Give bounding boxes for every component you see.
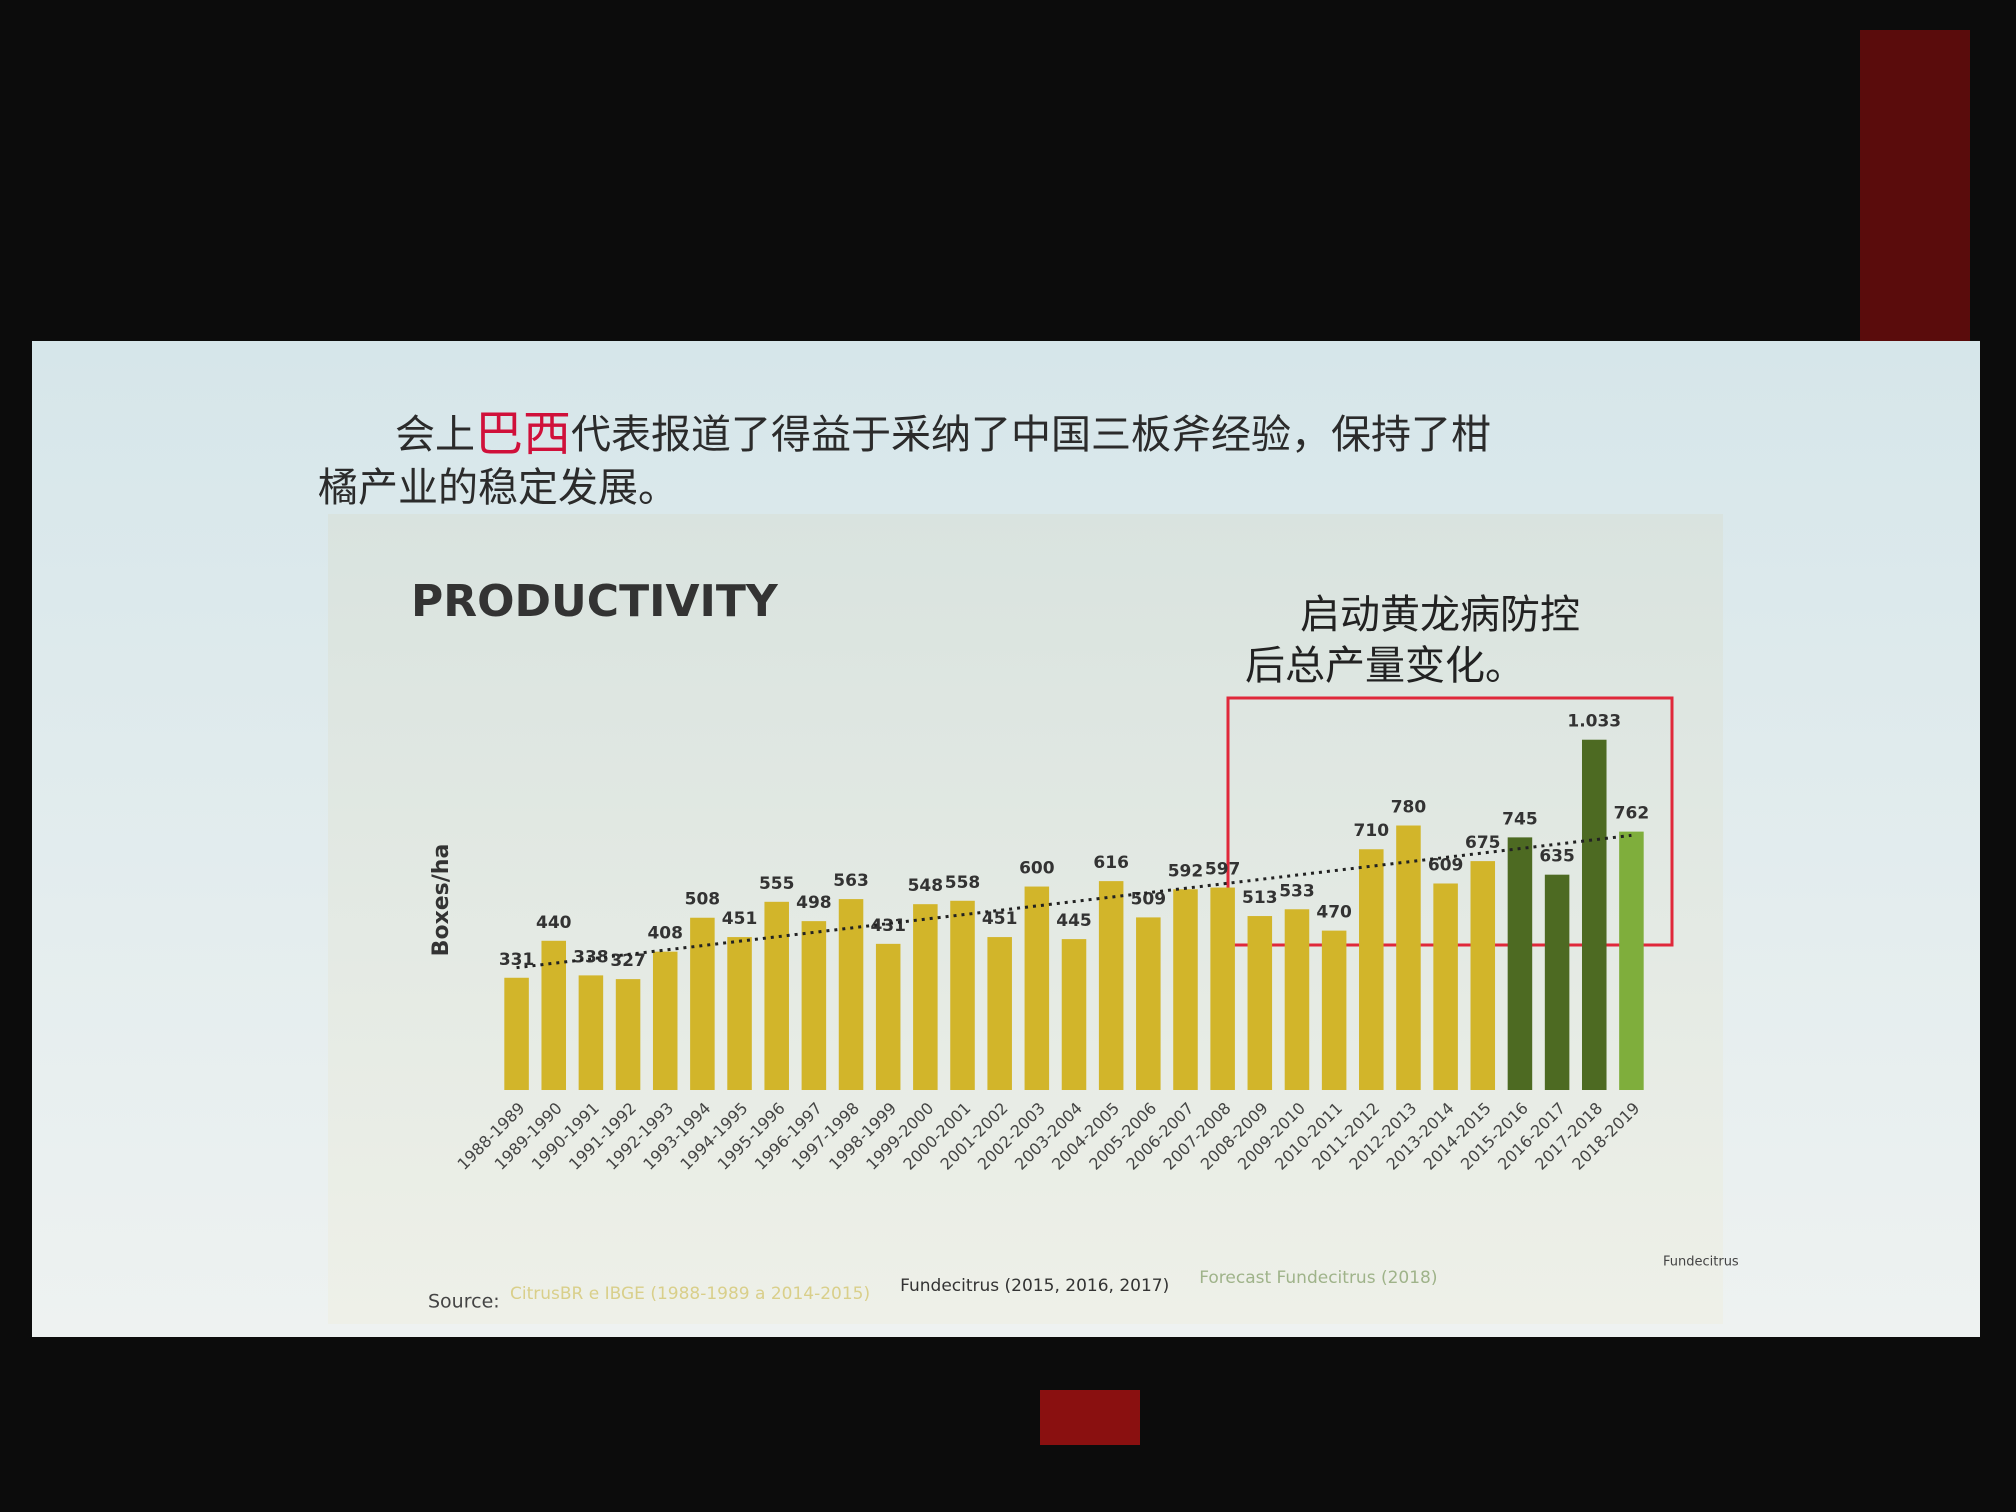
data-label: 451 [722,909,758,929]
bar [504,977,529,1090]
bar [1210,887,1235,1090]
data-label: 780 [1391,798,1427,818]
logo: Fundecitrus [1663,1255,1739,1270]
bar [541,940,567,1090]
bar [1136,917,1161,1090]
bar [1173,889,1198,1090]
trend-line [516,833,1632,970]
source-item: CitrusBR e IBGE (1988-1989 a 2014-2015) [510,1284,870,1304]
bar [913,904,938,1090]
data-label: 431 [870,916,906,936]
data-label: 498 [796,893,832,913]
data-label: 548 [908,876,944,896]
bar [690,917,715,1090]
bar [1619,831,1644,1090]
data-label: 563 [833,871,869,891]
curtain [1860,30,1970,350]
data-label: 470 [1316,903,1352,923]
source-item: Forecast Fundecitrus (2018) [1199,1268,1437,1288]
bar [801,921,827,1090]
header-prefix: 会上 [395,412,475,458]
y-axis-label: Boxes/ha [429,844,454,957]
bar [1098,881,1124,1090]
bar [987,937,1012,1090]
data-label: 597 [1205,860,1241,880]
data-label: 558 [945,873,981,893]
data-label: 592 [1168,861,1204,881]
data-label: 555 [759,874,795,894]
data-label: 675 [1465,833,1501,853]
bar [1396,825,1421,1090]
bar [1284,909,1310,1090]
data-label: 609 [1428,855,1464,875]
bar [1061,939,1087,1090]
data-label: 635 [1539,847,1575,867]
source-item: Fundecitrus (2015, 2016, 2017) [900,1276,1169,1296]
chart-title: PRODUCTIVITY [411,576,779,627]
bar [1470,861,1496,1090]
data-label: 508 [685,890,721,910]
bar [1024,886,1050,1090]
data-label: 710 [1354,821,1390,841]
data-label: 445 [1056,911,1092,931]
data-label: 338 [573,947,609,967]
bar [1321,930,1347,1090]
source-label: Source: [428,1291,500,1313]
bar [1581,739,1607,1090]
bar [838,899,864,1090]
data-label: 762 [1614,804,1650,824]
data-label: 513 [1242,888,1278,908]
bar [875,943,901,1090]
bar [652,951,678,1090]
data-label: 408 [647,924,683,944]
annotation-line: 后总产量变化。 [1245,643,1525,689]
data-label: 533 [1279,881,1315,901]
header-text: 会上巴西代表报道了得益于采纳了中国三板斧经验，保持了柑 [395,406,1491,462]
bar [1507,837,1533,1090]
bar [950,900,975,1090]
data-label: 616 [1093,853,1129,873]
data-label: 327 [610,951,646,971]
podium-device [1040,1390,1140,1445]
data-label: 600 [1019,859,1055,879]
header-highlight: 巴西 [475,406,571,462]
bar [727,937,752,1090]
bar [578,975,604,1090]
data-label: 440 [536,913,572,933]
data-label: 745 [1502,809,1538,829]
data-label: 509 [1131,889,1167,909]
bar [1247,916,1273,1090]
header-suffix: 代表报道了得益于采纳了中国三板斧经验，保持了柑 [571,412,1491,458]
header-line2: 橘产业的稳定发展。 [318,465,678,511]
data-label: 1.033 [1567,712,1621,732]
bar [1359,849,1384,1090]
data-label: 331 [499,950,535,970]
annotation-line: 启动黄龙病防控 [1300,592,1580,638]
bar [1544,874,1570,1090]
bar [1433,883,1458,1090]
bar [764,901,789,1090]
bar [615,979,641,1090]
data-label: 451 [982,909,1018,929]
